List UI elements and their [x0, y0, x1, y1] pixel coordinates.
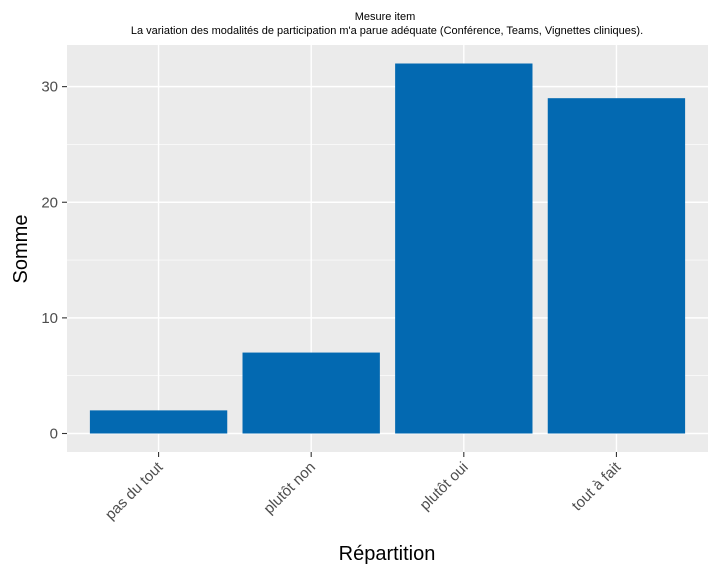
- bars: [89, 63, 686, 434]
- y-axis-title: Somme: [10, 215, 32, 284]
- x-tick-label: plutôt oui: [417, 459, 472, 514]
- x-tick-label: plutôt non: [260, 459, 319, 518]
- x-tick-label: pas du tout: [102, 458, 167, 523]
- y-tick-label: 0: [50, 426, 58, 443]
- y-tick-label: 10: [41, 310, 58, 327]
- bar: [89, 410, 228, 434]
- bar: [547, 98, 686, 434]
- x-tick-label: tout à fait: [569, 458, 625, 514]
- y-tick-label: 30: [41, 79, 58, 96]
- bar: [395, 63, 533, 434]
- y-axis: 0 10 20 30: [41, 79, 67, 443]
- x-axis: pas du tout plutôt non plutôt oui tout à fa…: [102, 452, 625, 523]
- x-axis-title: Répartition: [339, 543, 436, 565]
- chart-title: Mesure item: [355, 11, 416, 23]
- chart-subtitle: La variation des modalités de participat…: [131, 25, 643, 37]
- bar: [242, 352, 380, 434]
- y-tick-label: 20: [41, 194, 58, 211]
